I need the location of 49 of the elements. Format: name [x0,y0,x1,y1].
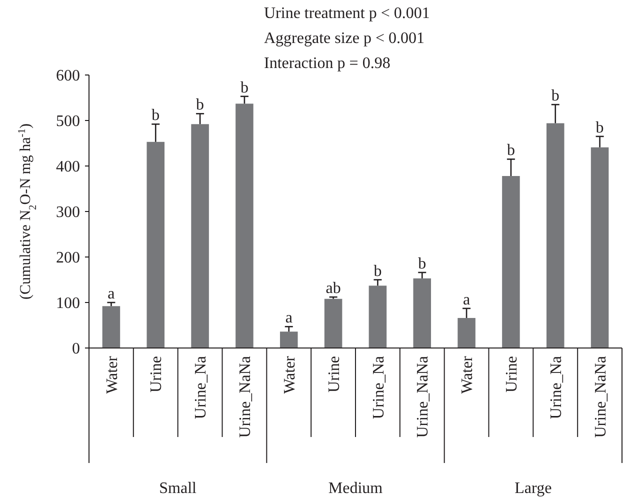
bar [368,286,387,348]
x-tick-label: Water [459,355,476,394]
data-label: b [596,119,604,136]
data-label: b [240,79,248,96]
bar [546,123,564,348]
text: Large [514,480,552,497]
text: Urine treatment p < 0.001 [264,5,430,22]
x-tick-label: Water [281,355,298,394]
text: Small [159,480,198,497]
y-tick-label: 300 [56,204,80,222]
x-tick-label: Urine [504,356,521,392]
text: Interaction p = 0.98 [264,55,390,72]
y-tick-label: 100 [56,295,80,312]
x-tick-label: Urine [148,356,166,392]
bar [280,332,298,348]
data-label: b [196,96,204,114]
data-label: a [285,310,292,327]
data-label: b [152,107,160,124]
bar [413,278,432,348]
y-tick-label: 0 [72,340,80,358]
bar [590,147,609,348]
bar [191,124,209,348]
bar [236,104,254,348]
y-tick-label: 200 [56,250,80,267]
x-tick-label: Urine_Na [192,356,210,420]
data-label: ab [326,280,341,298]
x-tick-label: Urine [326,356,343,392]
x-tick-label: Urine_NaNa [414,356,432,438]
x-tick-label: Urine_NaNa [592,356,610,438]
x-tick-label: Urine_NaNa [237,356,254,438]
y-tick-label: 500 [56,113,80,130]
data-label: b [374,262,382,280]
text: Medium [328,480,384,497]
x-tick-label: Urine_Na [370,356,388,420]
x-tick-label: Urine_Na [548,356,565,420]
bar [458,318,476,348]
data-label: b [418,255,426,272]
data-label: b [551,88,560,105]
bar [502,176,520,348]
text: Aggregate size p < 0.001 [264,30,425,47]
y-tick-label: 400 [56,158,80,176]
data-label: a [462,291,470,308]
bar [146,142,165,348]
y-tick-label: 600 [56,68,80,85]
x-tick-label: Water [104,355,121,394]
data-label: b [506,142,515,160]
bar [102,306,120,348]
data-label: a [108,286,115,302]
bar [324,298,342,348]
